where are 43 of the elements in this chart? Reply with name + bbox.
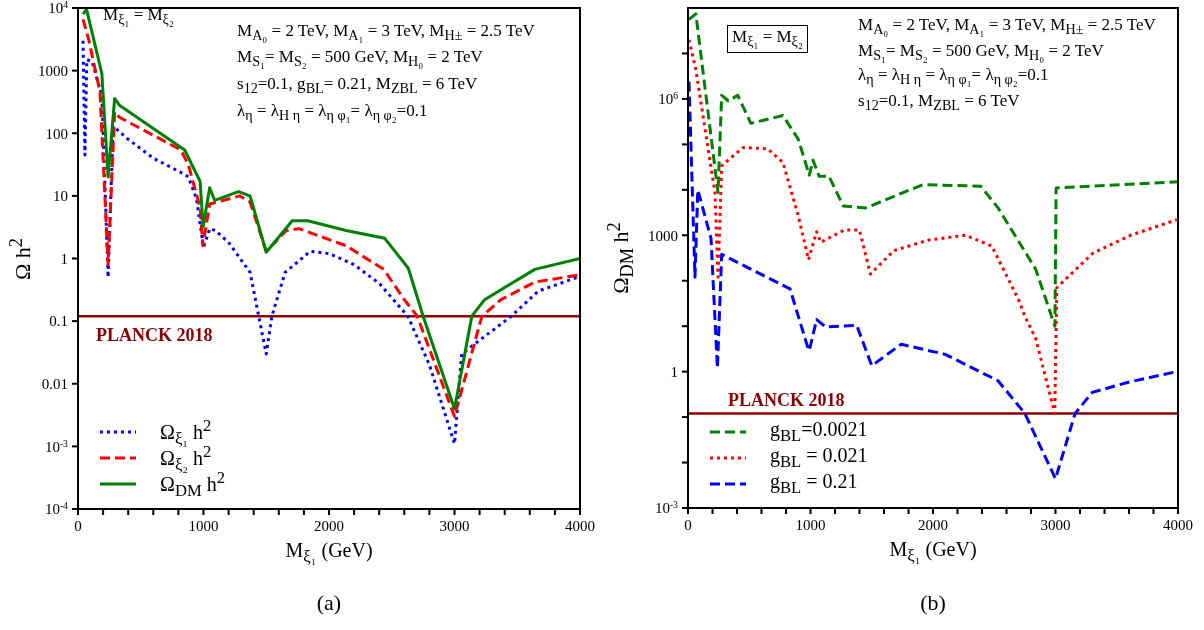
y-tick-label: 10$^{4}$: [48, 0, 69, 17]
annotation: s$_{12}$=0.1, g$_{BL}$= 0.21, M$_{ZBL}$ = 6 TeV: [237, 73, 478, 99]
x-tick-label: 3000: [1040, 517, 1071, 533]
text: (b): [919, 590, 947, 616]
x-tick-label: 2000: [918, 517, 948, 533]
annotation: M$_{A₀}$ = 2 TeV, M$_{A₁}$ = 3 TeV, M$_{H±}$ = 2.5 TeV: [237, 20, 535, 46]
x-axis-title: M$_{ξ₁}$ (GeV): [284, 539, 374, 567]
annotation: s$_{12}$=0.1, M$_{ZBL}$ = 6 TeV: [858, 90, 1020, 116]
y-tick-label: 10: [53, 188, 68, 205]
legend-label: g$_{BL}$ = 0.21: [770, 470, 858, 498]
y-tick-label: 1: [60, 250, 68, 267]
y-tick-label: 100: [45, 125, 68, 142]
x-tick-label: 2000: [314, 518, 344, 534]
x-tick-label: 1000: [795, 517, 826, 533]
y-tick-label: 10$^{-4}$: [44, 499, 69, 518]
annotation: M$_{ξ₁}$ = M$_{ξ₂}$: [103, 4, 174, 30]
text: λ$_{η}$ = λ$_{H η}$ = λ$_{η φ₁}$= λ$_{η φ₂}$=0.1: [858, 65, 1049, 88]
y-tick-label: 10$^{6}$: [658, 89, 679, 108]
annotation: M$_{A₀}$ = 2 TeV, M$_{A₁}$ = 3 TeV, M$_{H±}$ = 2.5 TeV: [858, 14, 1156, 40]
x-tick-label: 4000: [1163, 517, 1193, 533]
y-tick-label: 10$^{-3}$: [654, 498, 679, 517]
y-tick-label: 1: [670, 363, 678, 380]
text: (a): [315, 590, 343, 616]
legend-label: g$_{BL}$ = 0.021: [770, 444, 868, 471]
annotation: M$_{ξ₁}$ = M$_{ξ₂}$: [727, 25, 808, 54]
y-tick-label: 10$^{-3}$: [44, 437, 69, 455]
y-tick-label: 1000: [38, 62, 68, 79]
x-tick-label: 0: [74, 518, 82, 534]
x-tick-label: 1000: [188, 518, 219, 534]
x-axis-title: M$_{ξ₁}$ (GeV): [888, 538, 978, 566]
y-tick-label: 1000: [648, 227, 678, 244]
x-tick-label: 4000: [565, 518, 595, 534]
line-series: [688, 12, 1178, 328]
annotation: M$_{S₁}$= M$_{S₂}$ = 500 GeV, M$_{H₀}$ = 2 TeV: [858, 40, 1104, 66]
y-tick-label: 0.01: [41, 376, 68, 392]
ref-line-label: PLANCK 2018: [728, 390, 845, 411]
x-tick-label: 0: [684, 517, 692, 533]
text: λ$_{η}$ = λ$_{H η}$ = λ$_{η φ₁}$= λ$_{η φ₂}$=0.1: [237, 101, 428, 124]
ref-line-label: PLANCK 2018: [96, 325, 213, 346]
legend-label: g$_{BL}$=0.0021: [770, 418, 868, 445]
x-tick-label: 3000: [439, 518, 470, 534]
annotation: M$_{S₁}$= M$_{S₂}$ = 500 GeV, M$_{H₀}$ = 2 TeV: [237, 46, 483, 72]
y-tick-label: 0.1: [49, 313, 68, 330]
